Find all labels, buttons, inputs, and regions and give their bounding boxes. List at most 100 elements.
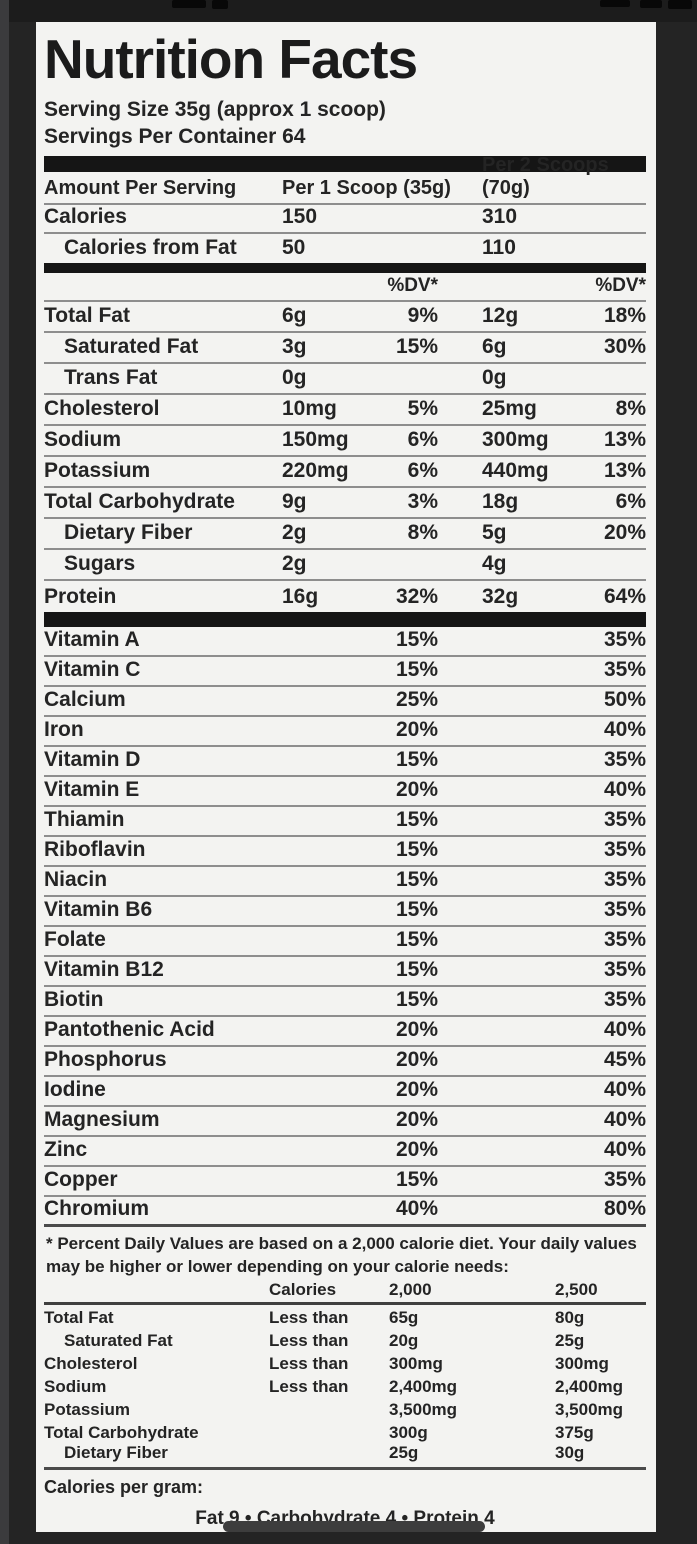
amount-2: 0g bbox=[482, 366, 507, 389]
dv-2: 35% bbox=[603, 748, 646, 771]
dv-1: 15% bbox=[395, 898, 438, 921]
scrubber-handle[interactable] bbox=[223, 1521, 485, 1532]
micronutrient-name: Vitamin E bbox=[44, 778, 140, 801]
partial-status-text bbox=[172, 0, 206, 8]
dv-row-label: Potassium bbox=[44, 1400, 130, 1419]
dv-1: 40% bbox=[395, 1197, 438, 1220]
calories-column-header: Calories bbox=[269, 1280, 337, 1299]
micronutrient-name: Vitamin A bbox=[44, 628, 140, 651]
dv-1: 15% bbox=[395, 868, 438, 891]
micronutrient-row: Thiamin 15% 35% bbox=[44, 807, 646, 837]
dv-row-2000: 65g bbox=[389, 1308, 419, 1327]
per-2-scoops-header: Per 2 Scoops (70g) bbox=[482, 154, 609, 199]
dv-table-row: Total Fat Less than 65g 80g bbox=[44, 1305, 646, 1328]
amount-2: 6g bbox=[482, 335, 507, 358]
dv-row-relation: Less than bbox=[269, 1377, 349, 1396]
micronutrient-name: Biotin bbox=[44, 988, 104, 1011]
dv-row-label: Total Fat bbox=[44, 1308, 114, 1327]
dv-row-2500: 300mg bbox=[555, 1354, 609, 1373]
partial-wifi-icon bbox=[640, 0, 662, 8]
dv-row-label: Sodium bbox=[44, 1377, 107, 1396]
micronutrient-row: Vitamin B12 15% 35% bbox=[44, 957, 646, 987]
dv-2: 35% bbox=[603, 808, 646, 831]
amount-2: 25mg bbox=[482, 397, 537, 420]
dv-1: 6% bbox=[407, 428, 438, 451]
partial-signal-icon bbox=[600, 0, 630, 7]
dv-1: 15% bbox=[395, 838, 438, 861]
micronutrient-row: Biotin 15% 35% bbox=[44, 987, 646, 1017]
dv-row-2500: 375g bbox=[555, 1423, 594, 1442]
dv-1: 15% bbox=[395, 748, 438, 771]
dv-1: 15% bbox=[395, 658, 438, 681]
calories-value-1: 150 bbox=[282, 205, 318, 228]
dv-2: 6% bbox=[615, 490, 646, 513]
micronutrient-row: Niacin 15% 35% bbox=[44, 867, 646, 897]
nutrient-name: Sodium bbox=[44, 428, 121, 451]
nutrient-row: Potassium 220mg 6% 440mg 13% bbox=[44, 457, 646, 488]
nutrient-name: Trans Fat bbox=[64, 366, 158, 389]
dv-1: 15% bbox=[395, 628, 438, 651]
micronutrient-row: Pantothenic Acid 20% 40% bbox=[44, 1017, 646, 1047]
dv-row-2500: 25g bbox=[555, 1331, 585, 1350]
dv-2: 40% bbox=[603, 1018, 646, 1041]
dv-table-row: Cholesterol Less than 300mg 300mg bbox=[44, 1351, 646, 1374]
dv-row-relation: Less than bbox=[269, 1331, 349, 1350]
micronutrient-row: Zinc 20% 40% bbox=[44, 1137, 646, 1167]
amount-1: 150mg bbox=[282, 428, 349, 451]
status-bar bbox=[0, 0, 697, 22]
micronutrient-row: Vitamin D 15% 35% bbox=[44, 747, 646, 777]
micronutrient-name: Vitamin D bbox=[44, 748, 141, 771]
dv-row-2500: 3,500mg bbox=[555, 1400, 624, 1419]
dv-2: 40% bbox=[603, 718, 646, 741]
calories-value-2: 310 bbox=[482, 205, 518, 228]
dv-1: 15% bbox=[395, 988, 438, 1011]
nutrition-facts-label: Nutrition Facts Serving Size 35g (approx… bbox=[36, 22, 656, 1532]
amount-2: 5g bbox=[482, 521, 507, 544]
micronutrient-name: Riboflavin bbox=[44, 838, 146, 861]
dv-1: 9% bbox=[407, 304, 438, 327]
dv-row-label: Cholesterol bbox=[44, 1354, 138, 1373]
dv-2: 40% bbox=[603, 1108, 646, 1131]
dv-2: 35% bbox=[603, 958, 646, 981]
dv-2: 40% bbox=[603, 1078, 646, 1101]
dv-2: 35% bbox=[603, 898, 646, 921]
dv-1: 20% bbox=[395, 1108, 438, 1131]
nutrient-name: Dietary Fiber bbox=[64, 521, 193, 544]
micronutrient-row: Vitamin A 15% 35% bbox=[44, 627, 646, 657]
dv-row-2000: 3,500mg bbox=[389, 1400, 458, 1419]
amount-1: 220mg bbox=[282, 459, 349, 482]
amount-1: 9g bbox=[282, 490, 307, 513]
partial-magnifier-icon bbox=[212, 0, 228, 9]
calories-2000-header: 2,000 bbox=[389, 1280, 432, 1299]
micronutrient-row: Iron 20% 40% bbox=[44, 717, 646, 747]
micronutrient-row: Magnesium 20% 40% bbox=[44, 1107, 646, 1137]
dv-1: 6% bbox=[407, 459, 438, 482]
amount-2: 32g bbox=[482, 585, 519, 608]
micronutrient-name: Vitamin B6 bbox=[44, 898, 153, 921]
micronutrient-name: Phosphorus bbox=[44, 1048, 167, 1071]
dv-2: 35% bbox=[603, 1168, 646, 1191]
separator-bar-thick bbox=[44, 263, 646, 273]
micronutrient-name: Pantothenic Acid bbox=[44, 1018, 215, 1041]
dv-row-2000: 2,400mg bbox=[389, 1377, 458, 1396]
dv-row-2000: 25g bbox=[389, 1443, 419, 1462]
calories-label: Calories bbox=[44, 205, 127, 228]
dv-row-label: Dietary Fiber bbox=[64, 1443, 168, 1462]
amount-header-row: Amount Per Serving Per 1 Scoop (35g) Per… bbox=[44, 154, 646, 205]
dv-1: 5% bbox=[407, 397, 438, 420]
dv-1: 15% bbox=[395, 1168, 438, 1191]
dv-1: 3% bbox=[407, 490, 438, 513]
nutrient-name: Cholesterol bbox=[44, 397, 160, 420]
dv-2: 35% bbox=[603, 928, 646, 951]
micronutrient-row: Chromium 40% 80% bbox=[44, 1197, 646, 1227]
micronutrient-name: Copper bbox=[44, 1168, 118, 1191]
dv-1: 32% bbox=[395, 585, 438, 608]
micronutrient-row: Vitamin E 20% 40% bbox=[44, 777, 646, 807]
dv-2: 35% bbox=[603, 838, 646, 861]
dv-2: 40% bbox=[603, 1138, 646, 1161]
dv-1: 15% bbox=[395, 958, 438, 981]
dv-2: 40% bbox=[603, 778, 646, 801]
dv-1: 25% bbox=[395, 688, 438, 711]
dv-row-label: Saturated Fat bbox=[64, 1331, 173, 1350]
dv-2: 13% bbox=[603, 428, 646, 451]
